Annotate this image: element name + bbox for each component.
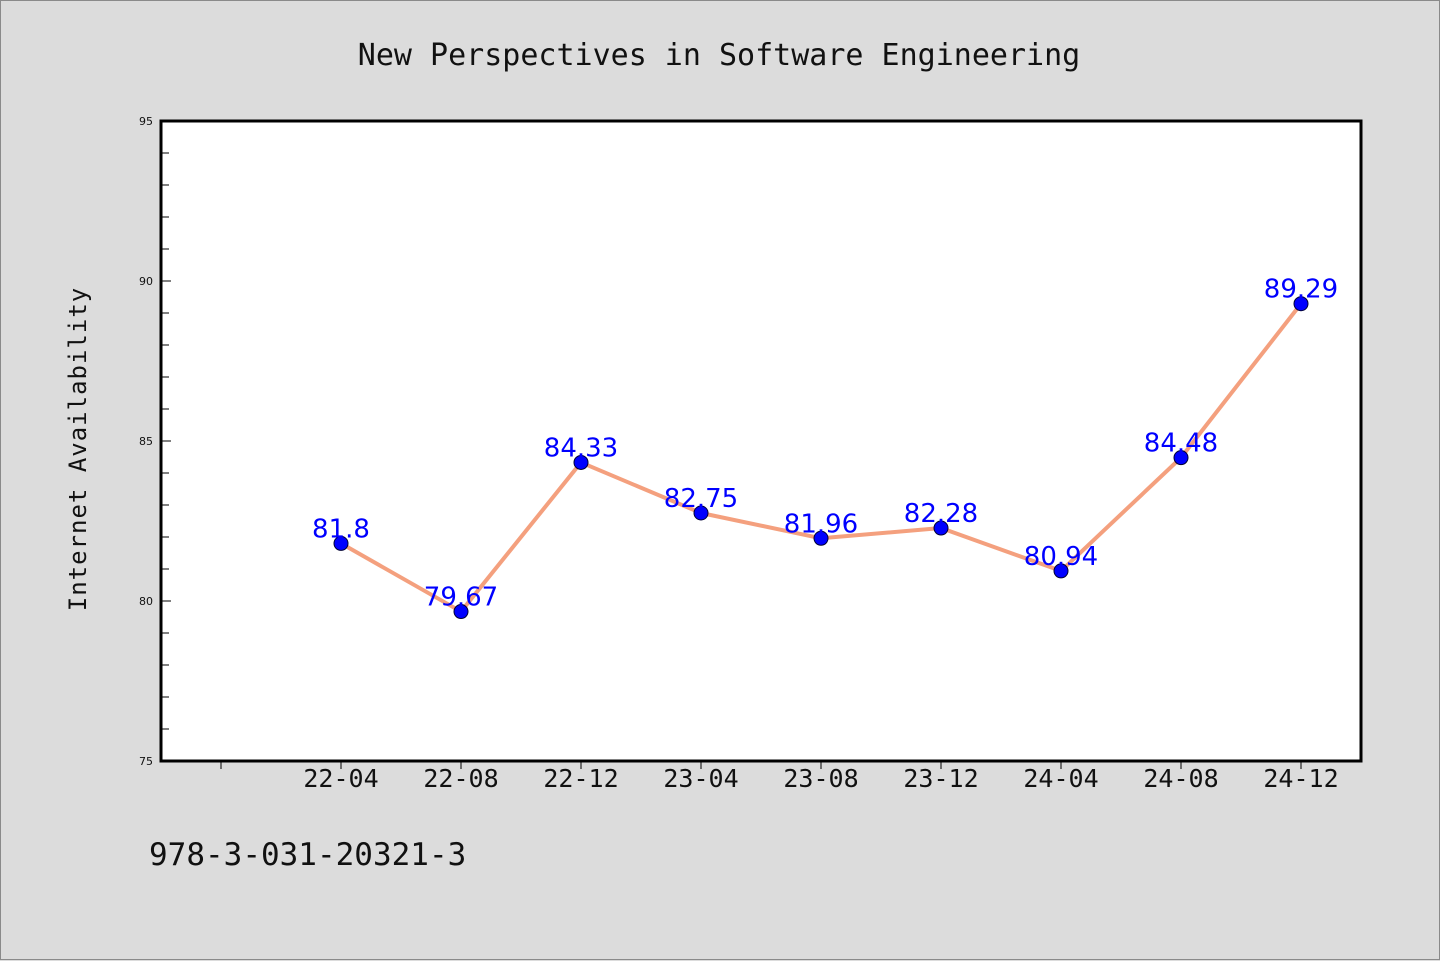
x-tick-label: 23-12 — [903, 764, 978, 793]
x-tick-label: 23-04 — [663, 764, 738, 793]
data-label: 82.28 — [904, 499, 978, 529]
x-tick-label: 22-08 — [423, 764, 498, 793]
data-point — [693, 505, 709, 521]
data-label: 82.75 — [664, 484, 738, 514]
y-tick-label: 95 — [139, 115, 153, 128]
data-label: 81.96 — [784, 509, 858, 539]
data-point — [573, 454, 589, 470]
x-tick-label: 24-04 — [1023, 764, 1098, 793]
isbn-label: 978-3-031-20321-3 — [149, 837, 466, 873]
data-label: 84.33 — [544, 433, 618, 463]
y-tick-label: 75 — [139, 755, 153, 768]
y-axis-label: Internet Availability — [64, 287, 92, 611]
y-tick-label: 85 — [139, 435, 153, 448]
data-label: 84.48 — [1144, 429, 1218, 459]
plot-area — [159, 119, 1363, 763]
data-point — [933, 520, 949, 536]
data-point — [813, 530, 829, 546]
series-layer: 81.8 79.67 84.33 82.75 81.96 82.28 80.94 84.48 8… — [312, 275, 1338, 620]
data-point — [1293, 296, 1309, 312]
data-point — [333, 535, 349, 551]
data-label: 81.8 — [312, 514, 370, 544]
data-label: 79.67 — [424, 583, 498, 613]
data-point — [453, 604, 469, 620]
y-tick-label: 80 — [139, 595, 153, 608]
chart-title: New Perspectives in Software Engineering — [358, 38, 1080, 73]
x-tick-label: 23-08 — [783, 764, 858, 793]
y-axis: 75 80 85 90 95 — [139, 115, 171, 768]
x-tick-label: 24-12 — [1263, 764, 1338, 793]
x-axis: 22-04 22-08 22-12 23-04 23-08 23-12 24-04 24-08… — [220, 761, 1339, 793]
x-tick-label: 22-12 — [543, 764, 618, 793]
data-label: 80.94 — [1024, 542, 1098, 572]
y-tick-label: 90 — [139, 275, 153, 288]
data-point — [1173, 450, 1189, 466]
data-label: 89.29 — [1264, 275, 1338, 305]
x-tick-label: 24-08 — [1143, 764, 1218, 793]
data-point — [1053, 563, 1069, 579]
x-tick-label: 22-04 — [303, 764, 378, 793]
